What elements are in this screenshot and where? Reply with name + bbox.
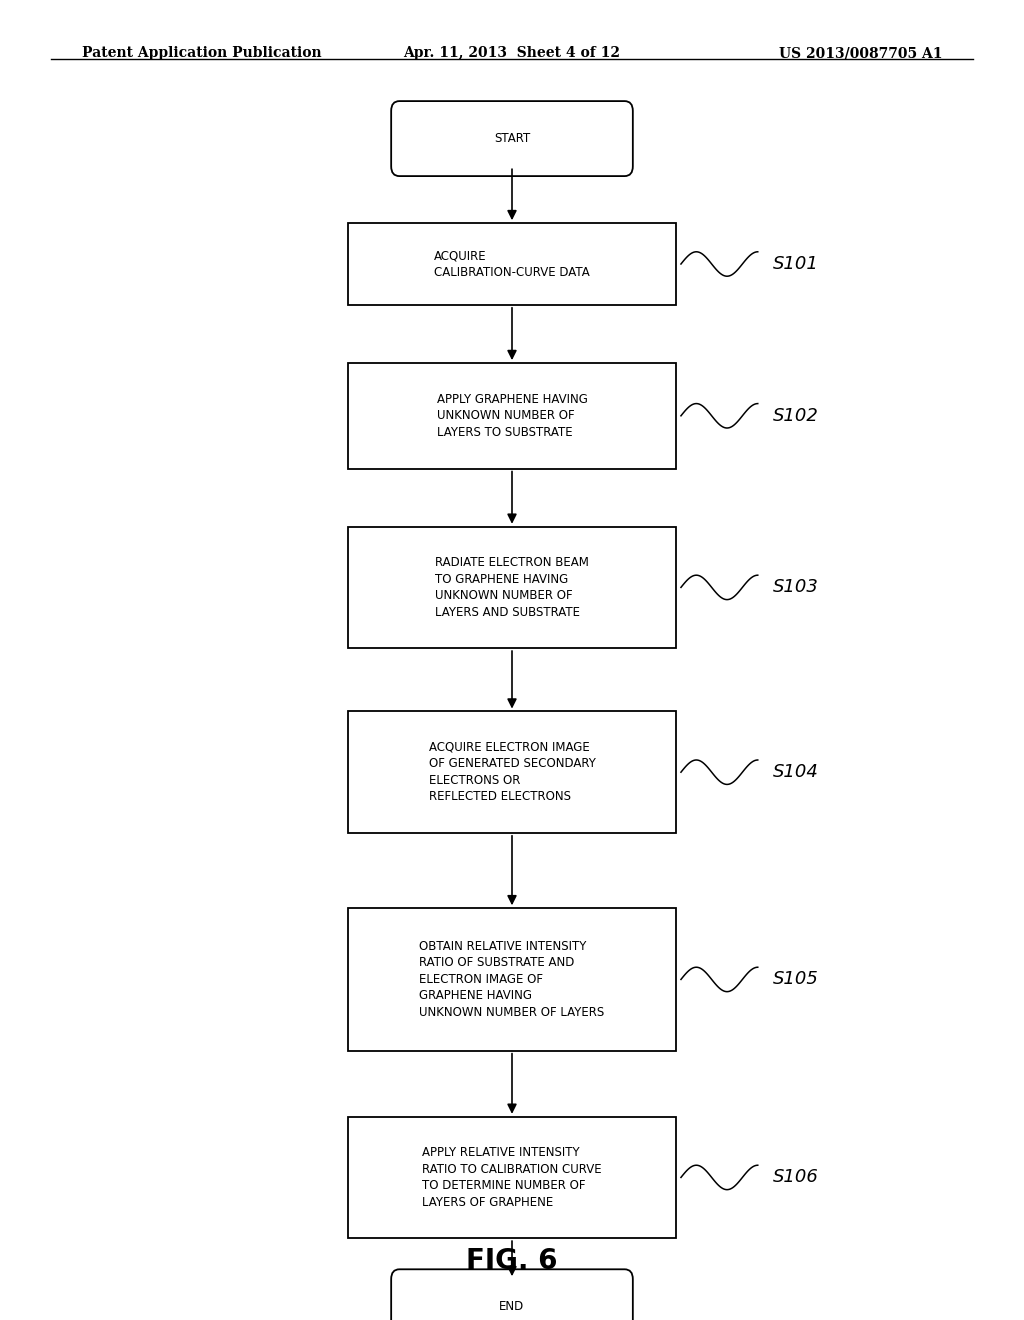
Text: APPLY RELATIVE INTENSITY
RATIO TO CALIBRATION CURVE
TO DETERMINE NUMBER OF
LAYER: APPLY RELATIVE INTENSITY RATIO TO CALIBR…: [422, 1146, 602, 1209]
FancyBboxPatch shape: [348, 908, 676, 1051]
FancyBboxPatch shape: [391, 102, 633, 176]
Text: S103: S103: [773, 578, 819, 597]
FancyBboxPatch shape: [391, 1270, 633, 1320]
Text: S106: S106: [773, 1168, 819, 1187]
FancyBboxPatch shape: [348, 363, 676, 469]
Text: Apr. 11, 2013  Sheet 4 of 12: Apr. 11, 2013 Sheet 4 of 12: [403, 46, 621, 61]
FancyBboxPatch shape: [348, 1117, 676, 1238]
Text: END: END: [500, 1300, 524, 1313]
Text: ACQUIRE
CALIBRATION-CURVE DATA: ACQUIRE CALIBRATION-CURVE DATA: [434, 249, 590, 279]
FancyBboxPatch shape: [348, 527, 676, 648]
Text: ACQUIRE ELECTRON IMAGE
OF GENERATED SECONDARY
ELECTRONS OR
REFLECTED ELECTRONS: ACQUIRE ELECTRON IMAGE OF GENERATED SECO…: [429, 741, 595, 804]
Text: FIG. 6: FIG. 6: [466, 1246, 558, 1275]
Text: OBTAIN RELATIVE INTENSITY
RATIO OF SUBSTRATE AND
ELECTRON IMAGE OF
GRAPHENE HAVI: OBTAIN RELATIVE INTENSITY RATIO OF SUBST…: [420, 940, 604, 1019]
FancyBboxPatch shape: [348, 711, 676, 833]
Text: RADIATE ELECTRON BEAM
TO GRAPHENE HAVING
UNKNOWN NUMBER OF
LAYERS AND SUBSTRATE: RADIATE ELECTRON BEAM TO GRAPHENE HAVING…: [435, 556, 589, 619]
Text: APPLY GRAPHENE HAVING
UNKNOWN NUMBER OF
LAYERS TO SUBSTRATE: APPLY GRAPHENE HAVING UNKNOWN NUMBER OF …: [436, 393, 588, 438]
Text: S104: S104: [773, 763, 819, 781]
FancyBboxPatch shape: [348, 223, 676, 305]
Text: S105: S105: [773, 970, 819, 989]
Text: US 2013/0087705 A1: US 2013/0087705 A1: [778, 46, 942, 61]
Text: START: START: [494, 132, 530, 145]
Text: Patent Application Publication: Patent Application Publication: [82, 46, 322, 61]
Text: S101: S101: [773, 255, 819, 273]
Text: S102: S102: [773, 407, 819, 425]
